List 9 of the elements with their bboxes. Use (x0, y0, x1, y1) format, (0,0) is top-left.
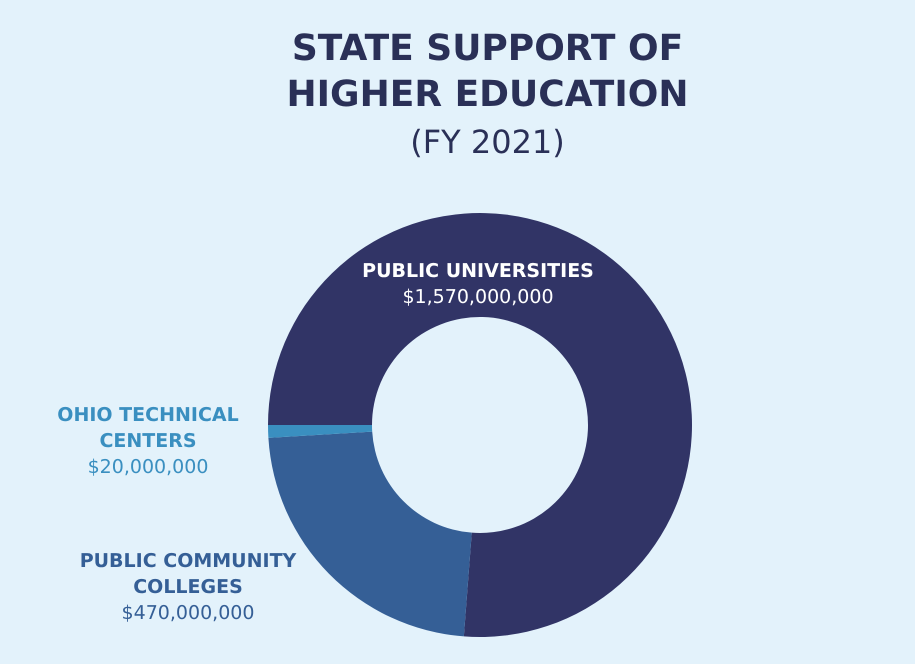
chart-title: STATE SUPPORT OF HIGHER EDUCATION (286, 28, 688, 115)
slice-label: PUBLIC UNIVERSITIES (362, 260, 594, 282)
data-label: $1,570,000,000 (402, 286, 554, 308)
chart-subtitle: (FY 2021) (410, 123, 565, 161)
slice-label: OHIO TECHNICAL CENTERS (57, 404, 239, 452)
data-label: $20,000,000 (88, 456, 208, 478)
data-label: $470,000,000 (122, 602, 254, 624)
donut-slice (268, 425, 372, 438)
slice-label: PUBLIC COMMUNITY COLLEGES (80, 550, 297, 598)
